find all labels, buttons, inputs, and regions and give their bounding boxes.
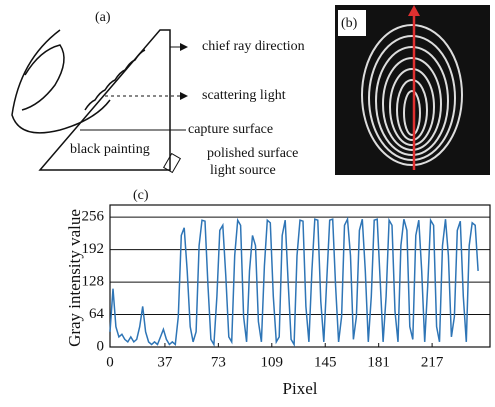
arrowhead <box>180 92 188 100</box>
ridges <box>84 49 146 111</box>
annotation: black painting <box>70 142 150 157</box>
fingerprint-image: (b) <box>335 5 490 175</box>
panel-label: (b) <box>341 16 358 31</box>
arrowhead <box>180 43 188 51</box>
panel-label: (a) <box>95 10 111 25</box>
x-tick-label: 145 <box>314 354 337 370</box>
nail <box>21 44 65 111</box>
x-axis-label: Pixel <box>283 379 318 398</box>
y-tick-label: 0 <box>97 338 105 354</box>
ridges <box>361 24 463 166</box>
data-line <box>109 216 479 348</box>
x-tick-label: 181 <box>367 354 390 370</box>
annotation: polished surface <box>207 146 298 161</box>
finger <box>11 29 111 134</box>
x-tick-label: 109 <box>261 354 284 370</box>
x-tick-label: 73 <box>211 354 226 370</box>
x-tick-label: 0 <box>106 354 114 370</box>
diagram-a: (a) chief ray direction scattering light… <box>11 10 305 178</box>
light-source <box>162 152 182 174</box>
x-tick-label: 217 <box>421 354 444 370</box>
y-tick-label: 256 <box>82 209 105 225</box>
annotation: capture surface <box>188 122 273 137</box>
x-tick-label: 37 <box>157 354 173 370</box>
panel-label: (c) <box>133 188 149 203</box>
y-axis-label: Gray intensity value <box>65 209 84 347</box>
annotation: light source <box>210 163 276 178</box>
prism <box>38 29 171 171</box>
y-tick-label: 64 <box>89 306 105 322</box>
chart-c: (c) Pixel Gray intensity value <box>65 188 318 398</box>
arrowhead <box>408 5 420 16</box>
label-bg <box>338 10 366 36</box>
y-tick-label: 192 <box>82 241 105 257</box>
annotation: chief ray direction <box>202 39 305 54</box>
plot-frame <box>109 204 491 348</box>
y-tick-label: 128 <box>82 274 105 290</box>
annotation: scattering light <box>202 88 286 103</box>
